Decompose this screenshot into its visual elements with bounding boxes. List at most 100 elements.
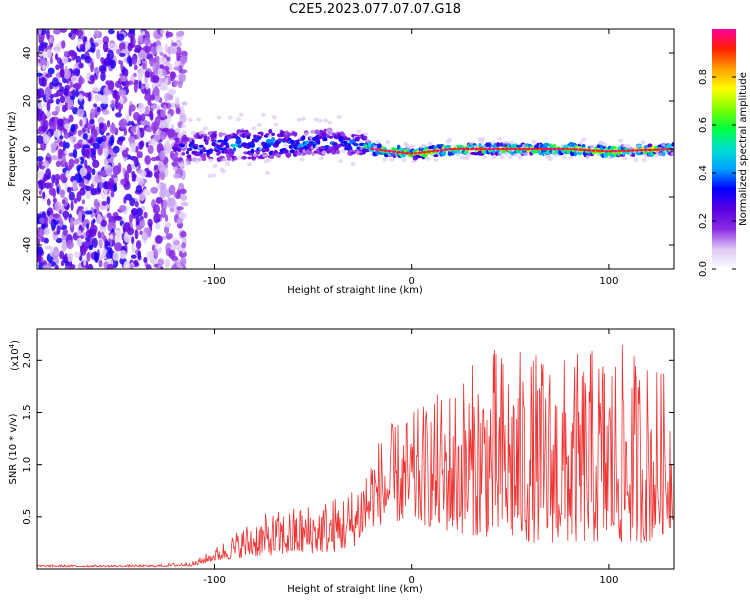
- noise-blob: [171, 161, 179, 167]
- colorbar-label: Normalized spectral amplitude: [738, 72, 749, 226]
- signal-core: [539, 147, 544, 151]
- noise-blob: [37, 72, 43, 77]
- noise-blob: [175, 96, 180, 106]
- noise-blob: [109, 234, 114, 240]
- noise-blob: [78, 62, 84, 69]
- noise-blob: [51, 77, 59, 87]
- noise-blob: [101, 94, 109, 105]
- signal-halo: [513, 152, 519, 157]
- signal-core: [417, 151, 423, 154]
- signal-halo: [581, 137, 587, 142]
- noise-blob: [136, 151, 143, 159]
- noise-blob: [114, 234, 122, 245]
- noise-blob: [72, 180, 78, 191]
- noise-blob: [46, 111, 52, 119]
- signal-blob: [205, 140, 209, 145]
- noise-blob: [143, 211, 148, 219]
- noise-blob: [85, 229, 94, 238]
- signal-core: [656, 148, 661, 151]
- noise-blob: [159, 120, 166, 129]
- noise-blob: [42, 50, 47, 59]
- signal-blob: [442, 151, 447, 156]
- noise-blob: [101, 200, 108, 206]
- signal-blob: [235, 138, 242, 145]
- noise-blob: [68, 191, 75, 201]
- noise-blob: [100, 102, 109, 109]
- signal-blob: [301, 135, 306, 141]
- noise-blob: [173, 204, 177, 214]
- signal-blob: [543, 142, 550, 147]
- noise-blob: [130, 254, 137, 259]
- noise-blob: [160, 78, 167, 83]
- noise-blob: [102, 41, 109, 53]
- noise-blob: [76, 229, 82, 237]
- signal-halo: [517, 155, 523, 160]
- noise-blob: [110, 190, 115, 198]
- noise-blob: [85, 40, 91, 50]
- noise-blob: [70, 176, 74, 183]
- signal-halo: [382, 157, 388, 162]
- noise-blob: [133, 82, 138, 93]
- noise-blob: [131, 236, 135, 245]
- signal-blob: [220, 142, 224, 148]
- noise-blob: [48, 98, 54, 104]
- signal-core: [508, 147, 514, 151]
- noise-blob: [109, 103, 115, 108]
- noise-blob: [106, 263, 114, 269]
- noise-blob: [50, 142, 58, 149]
- noise-blob: [52, 197, 58, 203]
- signal-halo: [433, 158, 439, 162]
- noise-blob: [92, 218, 96, 224]
- noise-blob: [88, 245, 93, 251]
- noise-blob: [59, 29, 68, 33]
- signal-halo: [211, 173, 217, 178]
- noise-blob: [135, 185, 143, 193]
- noise-blob: [95, 136, 104, 144]
- signal-halo: [633, 158, 639, 163]
- noise-blob: [108, 29, 115, 35]
- noise-blob: [43, 119, 49, 131]
- snr-y-scale: (x104): [8, 340, 21, 371]
- noise-blob: [166, 56, 171, 62]
- noise-blob: [87, 263, 94, 269]
- signal-core: [443, 148, 449, 151]
- signal-halo: [299, 157, 305, 162]
- noise-blob: [133, 64, 138, 71]
- signal-halo: [266, 158, 272, 163]
- signal-blob: [576, 151, 583, 156]
- signal-halo: [621, 143, 627, 148]
- signal-core: [495, 147, 501, 151]
- noise-blob: [140, 119, 148, 126]
- noise-blob: [63, 68, 71, 80]
- noise-blob: [135, 215, 140, 226]
- colorbar: 0.0 0.2 0.4 0.6 0.8 Normalized spectral ampl…: [698, 29, 749, 277]
- noise-blob: [86, 223, 90, 230]
- signal-core: [526, 147, 531, 151]
- noise-blob: [47, 67, 55, 75]
- noise-blob: [75, 87, 79, 98]
- noise-blob: [51, 174, 56, 184]
- signal-blob: [377, 143, 382, 149]
- noise-blob: [179, 211, 187, 220]
- noise-blob: [109, 123, 117, 134]
- signal-core: [574, 148, 579, 151]
- noise-blob: [100, 139, 109, 150]
- noise-blob: [160, 207, 167, 219]
- noise-blob: [80, 53, 86, 60]
- noise-blob: [126, 113, 130, 124]
- noise-blob: [59, 69, 65, 78]
- signal-blob: [328, 135, 334, 139]
- noise-blob: [78, 95, 83, 100]
- signal-halo: [321, 150, 327, 155]
- noise-blob: [178, 72, 186, 83]
- noise-blob: [159, 86, 166, 91]
- noise-blob: [164, 214, 169, 222]
- signal-blob: [631, 153, 636, 157]
- signal-halo: [336, 115, 342, 120]
- noise-blob: [150, 186, 158, 194]
- signal-core: [461, 147, 466, 151]
- noise-blob: [90, 108, 96, 118]
- signal-halo: [216, 115, 222, 120]
- noise-blob: [106, 196, 111, 205]
- signal-halo: [670, 151, 674, 156]
